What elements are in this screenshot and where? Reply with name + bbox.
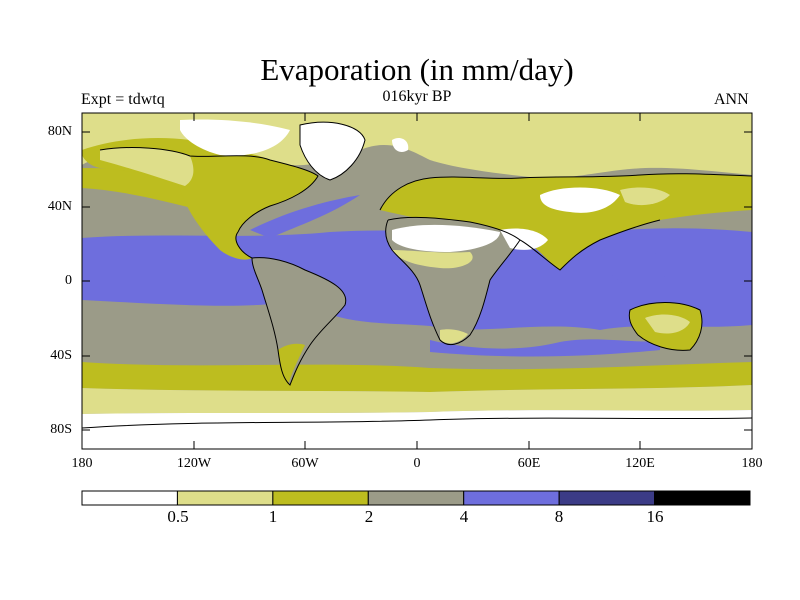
colorbar-label: 8 xyxy=(554,507,564,526)
arctic-canada-low xyxy=(180,119,290,156)
lat-tick-label: 80S xyxy=(50,422,72,437)
lon-tick-label: 180 xyxy=(741,456,763,471)
colorbar-label: 16 xyxy=(646,507,664,526)
colorbar-label: 2 xyxy=(364,507,374,526)
southern-band-05-1 xyxy=(82,385,752,414)
south-america-land xyxy=(252,257,346,385)
colorbar-swatch xyxy=(81,490,178,506)
lon-tick-label: 180 xyxy=(71,456,93,471)
colorbar-swatch xyxy=(463,490,560,506)
gulf-stream-band xyxy=(250,195,360,238)
indonesia-ocean xyxy=(600,247,666,292)
lon-tick-label: 120W xyxy=(176,456,212,471)
sahel-pale xyxy=(392,250,473,269)
gobi-pale xyxy=(620,187,670,206)
iceland-low xyxy=(392,138,409,152)
colorbar-swatch xyxy=(558,490,656,506)
southern-band-1-2 xyxy=(82,362,752,392)
lat-tick-label: 0 xyxy=(65,273,72,288)
colorbar-swatch xyxy=(272,490,369,506)
colorbar-frame xyxy=(81,490,751,506)
lat-tick-label: 40N xyxy=(47,199,72,214)
lon-tick-label: 120E xyxy=(625,456,655,471)
lon-tick-label: 60W xyxy=(291,456,319,471)
lon-tick-label: 0 xyxy=(413,456,421,471)
australia-interior xyxy=(645,314,690,334)
colorbar-swatch xyxy=(176,490,274,506)
experiment-label: Expt = tdwtq xyxy=(81,91,165,108)
chart-subtitle: 016kyr BP xyxy=(382,88,452,105)
antarctica-low xyxy=(82,410,752,449)
greenland-low xyxy=(300,122,365,180)
chart-title: Evaporation (in mm/day) xyxy=(260,52,574,87)
lat-tick-label: 40S xyxy=(50,348,72,363)
south-africa-pale xyxy=(440,329,468,344)
colorbar-label: 4 xyxy=(459,507,469,526)
central-asia-desert xyxy=(540,187,620,213)
southern-ocean-tongue xyxy=(430,339,660,357)
sahara-low xyxy=(392,224,500,252)
colorbar xyxy=(81,490,751,506)
colorbar-label: 0.5 xyxy=(167,507,189,526)
colorbar-label: 1 xyxy=(268,507,278,526)
axis-ticks xyxy=(82,113,752,449)
patagonia-band xyxy=(278,343,305,385)
lat-tick-label: 80N xyxy=(47,124,72,139)
season-label: ANN xyxy=(714,91,749,108)
lon-tick-label: 60E xyxy=(517,456,541,471)
evaporation-field xyxy=(82,113,752,449)
colorbar-swatch xyxy=(654,490,751,506)
arabia-low xyxy=(500,228,548,250)
north-america-pale xyxy=(100,147,194,186)
colorbar-swatch xyxy=(367,490,465,506)
coastlines xyxy=(82,121,752,429)
